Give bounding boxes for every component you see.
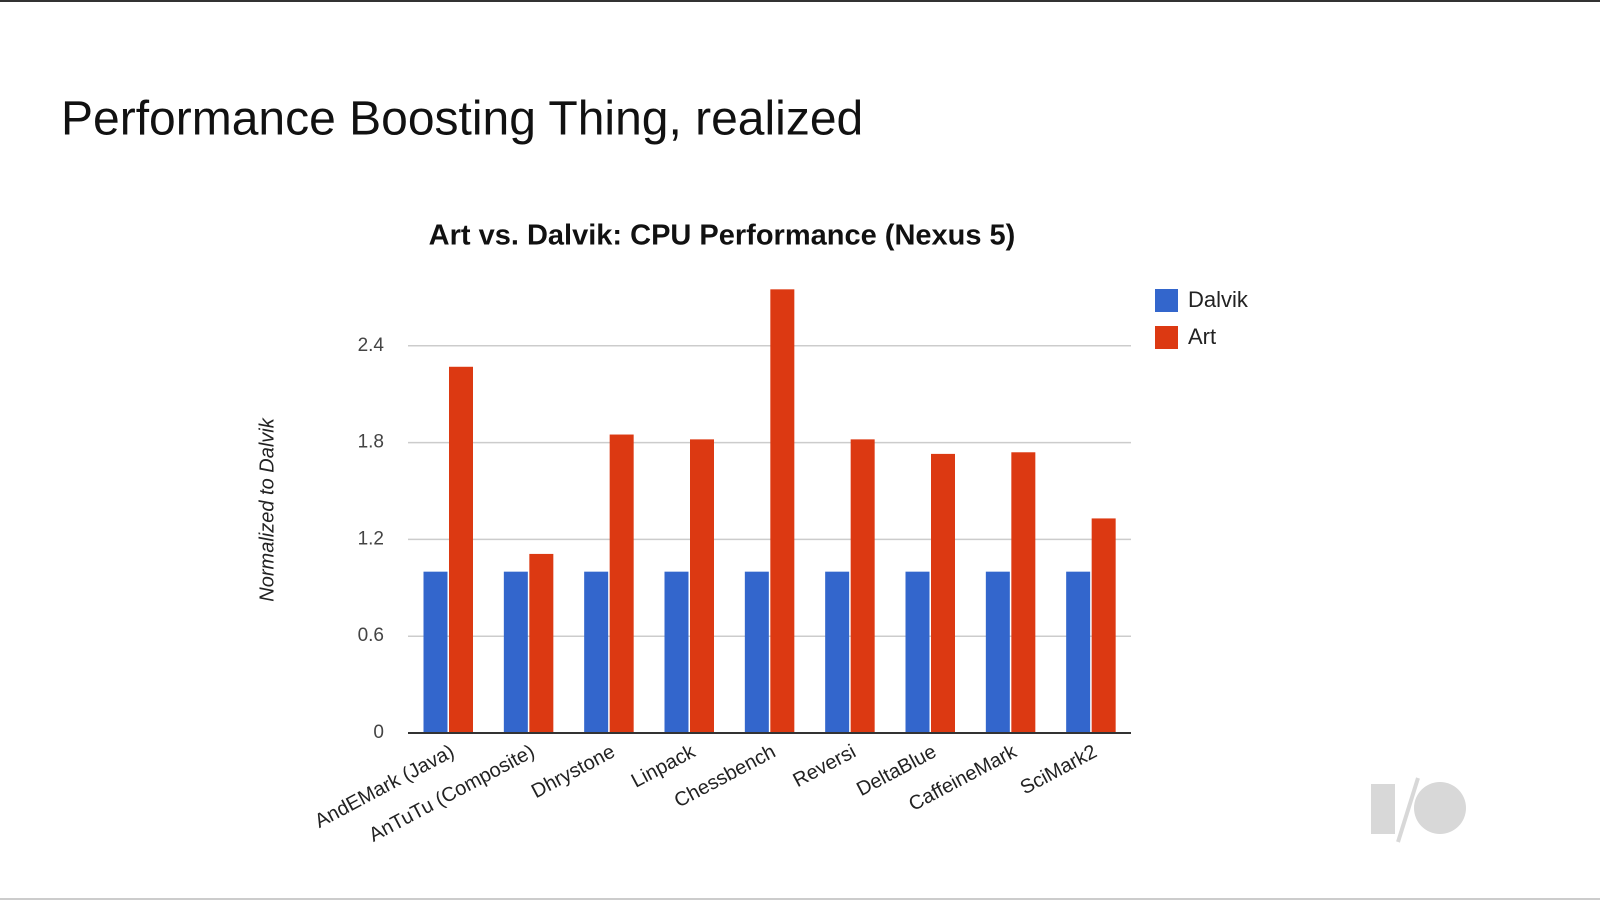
bar (609, 434, 634, 733)
bar (503, 571, 528, 733)
legend-label: Dalvik (1188, 287, 1249, 312)
y-tick-label: 2.4 (358, 335, 385, 356)
bar (529, 553, 554, 733)
bar (931, 453, 955, 733)
bar (584, 571, 609, 733)
legend-label: Art (1188, 324, 1216, 349)
bar (905, 571, 930, 733)
bar (770, 289, 795, 733)
legend-swatch (1155, 326, 1178, 349)
io-logo (1371, 777, 1466, 843)
chart-title: Art vs. Dalvik: CPU Performance (Nexus 5… (429, 220, 1016, 252)
bar (690, 439, 714, 733)
bar (985, 571, 1010, 733)
logo-bar (1371, 784, 1395, 834)
y-tick-label: 1.8 (358, 432, 384, 453)
logo-circle (1414, 782, 1466, 834)
logo-slash (1396, 777, 1420, 843)
legend-swatch (1155, 289, 1178, 312)
bar (1066, 571, 1091, 733)
bar (744, 571, 769, 733)
bar (664, 571, 689, 733)
slide-title: Performance Boosting Thing, realized (61, 93, 863, 146)
bar (825, 571, 850, 733)
bar (423, 571, 448, 733)
y-tick-label: 0.6 (358, 625, 384, 646)
bar (1011, 452, 1036, 733)
y-tick-label: 1.2 (358, 528, 384, 549)
bar (1091, 518, 1116, 733)
bar (449, 366, 473, 733)
bar (850, 439, 875, 733)
y-tick-label: 0 (373, 722, 384, 743)
y-axis-label: Normalized to Dalvik (256, 417, 278, 601)
